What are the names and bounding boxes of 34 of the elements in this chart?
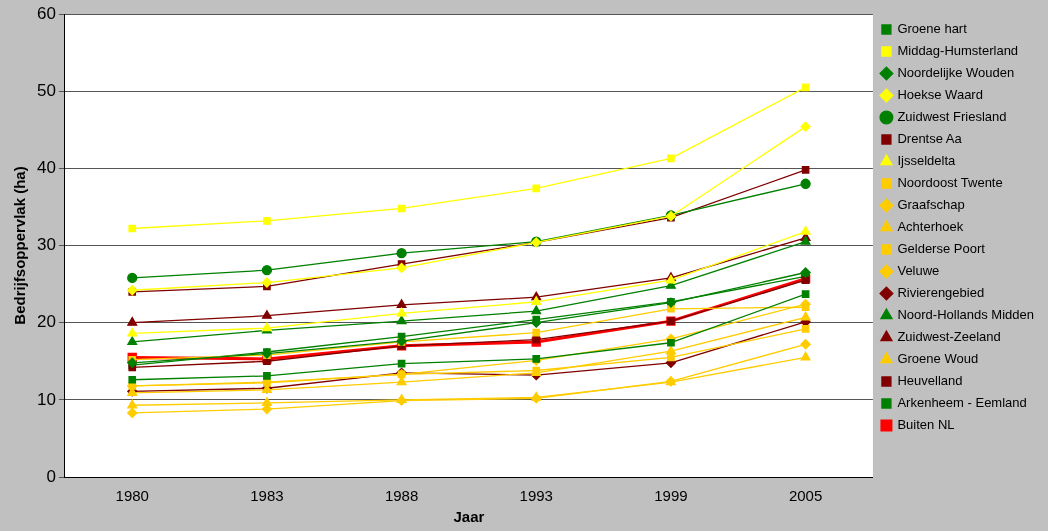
x-tick-label: 1993 <box>519 487 553 505</box>
y-tick-label: 60 <box>36 3 56 23</box>
x-tick-label: 1983 <box>250 487 284 505</box>
x-tick-label: 1988 <box>384 487 419 505</box>
legend-label: Graafschap <box>897 197 965 213</box>
legend-label: Middag-Humsterland <box>897 43 1019 59</box>
y-tick-label: 0 <box>46 466 56 486</box>
x-tick-label: 1980 <box>115 487 149 505</box>
legend-label: Arkenheem - Eemland <box>897 395 1027 411</box>
legend-label: Drentse Aa <box>897 131 963 147</box>
legend-label: Zuidwest-Zeeland <box>897 329 1001 345</box>
legend-label: Buiten NL <box>897 417 955 433</box>
legend-label: Veluwe <box>897 263 940 279</box>
legend-label: Ijsseldelta <box>897 153 957 169</box>
y-tick-label: 10 <box>36 389 56 409</box>
y-tick-label: 30 <box>36 235 56 255</box>
x-tick-label: 2005 <box>788 487 823 505</box>
legend-label: Heuvelland <box>897 373 963 389</box>
legend-label: Noord-Hollands Midden <box>897 307 1035 323</box>
y-tick-label: 50 <box>36 80 56 100</box>
y-axis-title: Bedrijfsoppervlak (ha) <box>11 166 29 325</box>
legend-label: Noordelijke Wouden <box>897 65 1015 81</box>
legend-label: Noordoost Twente <box>897 175 1003 191</box>
legend-label: Rivierengebied <box>897 285 985 301</box>
legend-label: Groene Woud <box>897 351 979 367</box>
x-axis-title: Jaar <box>453 508 485 526</box>
legend-label: Groene hart <box>897 21 968 37</box>
legend-label: Zuidwest Friesland <box>897 109 1007 125</box>
legend-label: Hoekse Waard <box>897 87 983 103</box>
x-tick-label: 1999 <box>654 487 688 505</box>
legend-label: Achterhoek <box>897 219 964 235</box>
y-tick-label: 20 <box>36 312 56 332</box>
legend-label: Gelderse Poort <box>897 241 986 257</box>
y-tick-label: 40 <box>36 158 56 178</box>
